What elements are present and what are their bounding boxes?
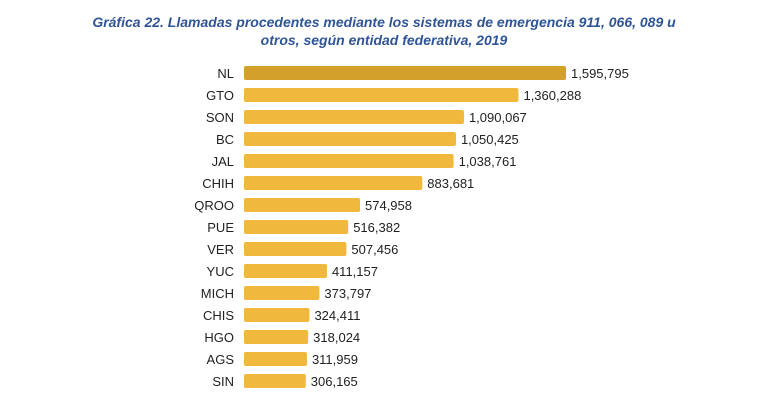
bar-ver: [244, 242, 347, 256]
value-label-nl: 1,595,795: [571, 66, 629, 81]
bar-son: [244, 110, 464, 124]
value-label-pue: 516,382: [353, 220, 400, 235]
category-label-ags: AGS: [207, 352, 235, 367]
value-label-jal: 1,038,761: [459, 154, 517, 169]
category-label-qroo: QROO: [194, 198, 234, 213]
value-label-chis: 324,411: [314, 308, 360, 323]
category-label-mich: MICH: [201, 286, 234, 301]
value-label-son: 1,090,067: [469, 110, 527, 125]
chart-title-line-2: otros, según entidad federativa, 2019: [260, 32, 508, 48]
category-label-ver: VER: [207, 242, 234, 257]
value-label-hgo: 318,024: [313, 330, 360, 345]
bar-pue: [244, 220, 349, 234]
value-label-qroo: 574,958: [365, 198, 412, 213]
category-label-chis: CHIS: [203, 308, 234, 323]
bar-bc: [244, 132, 456, 146]
category-label-nl: NL: [217, 66, 234, 81]
value-label-yuc: 411,157: [332, 264, 378, 279]
bar-chis: [244, 308, 310, 322]
value-label-gto: 1,360,288: [523, 88, 581, 103]
chart-title-line-1: Gráfica 22. Llamadas procedentes mediant…: [92, 14, 676, 30]
category-label-bc: BC: [216, 132, 234, 147]
bar-gto: [244, 88, 519, 102]
category-label-gto: GTO: [206, 88, 234, 103]
bar-yuc: [244, 264, 327, 278]
value-label-chih: 883,681: [427, 176, 474, 191]
value-label-ver: 507,456: [351, 242, 398, 257]
bar-nl: [244, 66, 566, 80]
bar-hgo: [244, 330, 309, 344]
category-label-hgo: HGO: [204, 330, 234, 345]
category-label-chih: CHIH: [202, 176, 234, 191]
category-label-yuc: YUC: [207, 264, 234, 279]
value-label-bc: 1,050,425: [461, 132, 519, 147]
value-label-mich: 373,797: [324, 286, 371, 301]
bar-sin: [244, 374, 306, 388]
value-label-sin: 306,165: [311, 374, 358, 389]
bar-qroo: [244, 198, 361, 212]
bar-jal: [244, 154, 454, 168]
category-label-pue: PUE: [207, 220, 234, 235]
category-label-son: SON: [206, 110, 234, 125]
bars-group: NL 1,595,795 GTO 1,360,288 SON 1,090,067 BC 1,0…: [194, 66, 629, 389]
value-label-ags: 311,959: [312, 352, 358, 367]
chart-title: Gráfica 22. Llamadas procedentes mediant…: [0, 13, 768, 49]
category-label-sin: SIN: [212, 374, 234, 389]
bar-mich: [244, 286, 320, 300]
category-label-jal: JAL: [212, 154, 234, 169]
bar-chih: [244, 176, 423, 190]
bar-ags: [244, 352, 307, 366]
